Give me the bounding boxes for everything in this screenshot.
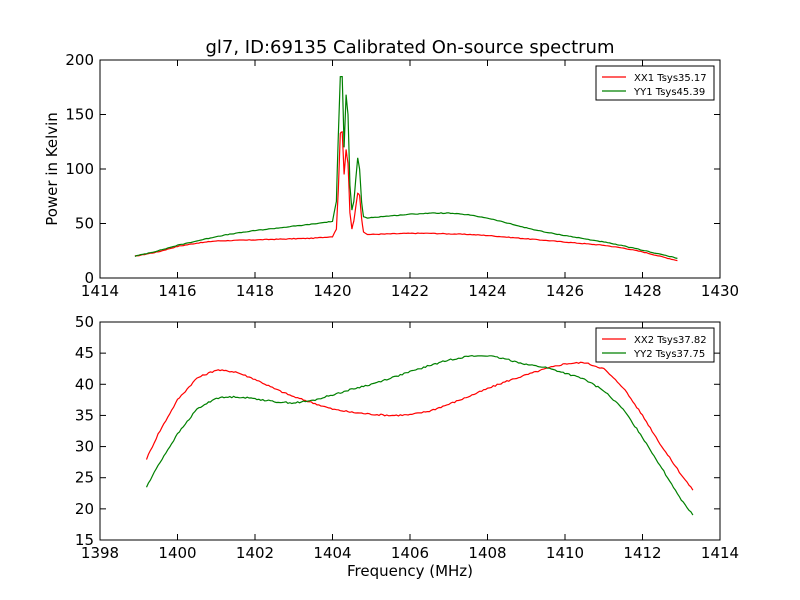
x-tick-label: 1428 — [623, 282, 661, 300]
chart-title: gl7, ID:69135 Calibrated On-source spect… — [205, 37, 614, 58]
x-axis-label: Frequency (MHz) — [347, 562, 473, 580]
y-tick-label: 150 — [65, 106, 94, 124]
x-tick-label: 1422 — [391, 282, 429, 300]
x-tick-label: 1414 — [701, 544, 739, 562]
bottom-ticks: 1398 1400 1402 1404 1406 1408 1410 1412 1414 15 20… — [75, 313, 739, 562]
x-tick-label: 1424 — [468, 282, 506, 300]
x-tick-label: 1404 — [313, 544, 351, 562]
legend-box — [595, 65, 715, 101]
y-tick-label: 20 — [75, 500, 94, 518]
x-tick-label: 1426 — [546, 282, 584, 300]
x-tick-label: 1406 — [391, 544, 429, 562]
x-tick-label: 1408 — [468, 544, 506, 562]
legend-box — [595, 327, 715, 363]
series-line — [134, 76, 678, 259]
y-tick-label: 200 — [65, 51, 94, 69]
y-tick-label: 0 — [84, 269, 94, 287]
y-tick-label: 100 — [65, 160, 94, 178]
series-line — [145, 361, 694, 491]
x-tick-label: 1420 — [313, 282, 351, 300]
legend-label: XX1 Tsys35.17 — [634, 73, 707, 84]
bottom-panel: Frequency (MHz) 1398 1400 1402 1404 1406 1408… — [75, 313, 739, 580]
bottom-series-group — [145, 354, 694, 516]
bottom-legend: XX2 Tsys37.82 YY2 Tsys37.75 — [595, 327, 715, 363]
x-tick-label: 1430 — [701, 282, 739, 300]
x-tick-label: 1414 — [81, 282, 119, 300]
y-tick-label: 45 — [75, 344, 94, 362]
y-tick-label: 50 — [75, 215, 94, 233]
y-tick-label: 30 — [75, 438, 94, 456]
x-tick-label: 1400 — [158, 544, 196, 562]
y-tick-label: 25 — [75, 469, 94, 487]
x-tick-label: 1410 — [546, 544, 584, 562]
y-tick-label: 50 — [75, 313, 94, 331]
y-tick-label: 40 — [75, 375, 94, 393]
y-axis-label: Power in Kelvin — [43, 112, 61, 226]
x-tick-label: 1418 — [236, 282, 274, 300]
series-line — [134, 131, 678, 262]
legend-label: XX2 Tsys37.82 — [634, 335, 707, 346]
legend-label: YY1 Tsys45.39 — [633, 87, 705, 98]
legend-label: YY2 Tsys37.75 — [633, 349, 705, 360]
x-tick-label: 1402 — [236, 544, 274, 562]
top-legend: XX1 Tsys35.17 YY1 Tsys45.39 — [595, 65, 715, 101]
x-tick-label: 1416 — [158, 282, 196, 300]
top-panel: gl7, ID:69135 Calibrated On-source spect… — [43, 37, 739, 300]
y-tick-label: 35 — [75, 406, 94, 424]
top-series-group — [134, 76, 678, 262]
x-tick-label: 1412 — [623, 544, 661, 562]
top-ticks: 1414 1416 1418 1420 1422 1424 1426 1428 1430 0 50 1… — [65, 51, 739, 300]
series-line — [145, 354, 694, 516]
y-tick-label: 15 — [75, 531, 94, 549]
x-tick-label: 1398 — [81, 544, 119, 562]
